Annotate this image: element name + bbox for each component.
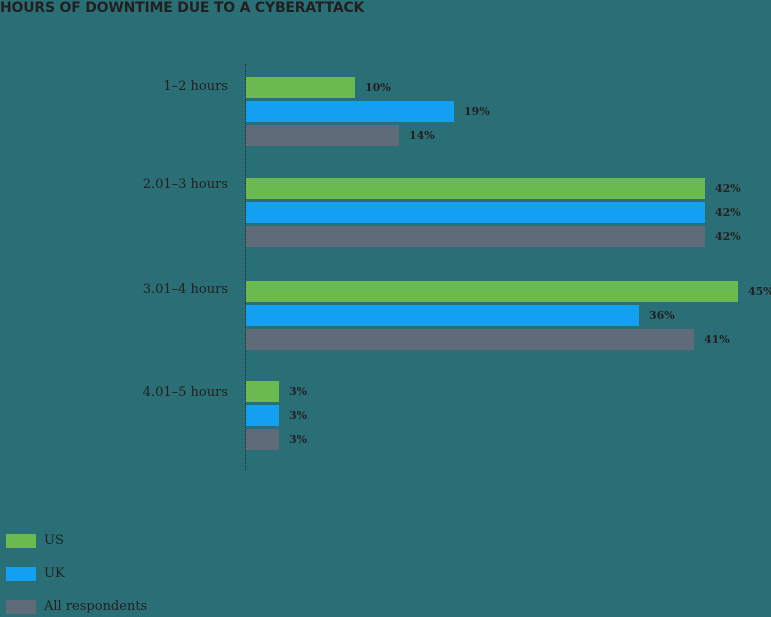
legend-label: US (44, 533, 64, 548)
legend-swatch-all-respondents (6, 600, 36, 614)
bar-value-label: 42% (715, 230, 741, 243)
bar-us (246, 381, 279, 402)
category-label: 1–2 hours (163, 79, 228, 94)
bar-uk (246, 305, 639, 326)
bar-value-label: 3% (289, 409, 308, 422)
bar-value-label: 45% (748, 285, 771, 298)
bar-uk (246, 202, 705, 223)
bar-all-respondents (246, 429, 279, 450)
bar-all-respondents (246, 226, 705, 247)
bar-us (246, 178, 705, 199)
bar-uk (246, 101, 454, 122)
bar-uk (246, 405, 279, 426)
bar-us (246, 281, 738, 302)
chart-title: HOURS OF DOWNTIME DUE TO A CYBERATTACK (0, 0, 365, 16)
bar-value-label: 36% (649, 309, 675, 322)
legend-swatch-us (6, 534, 36, 548)
bar-value-label: 14% (409, 129, 435, 142)
bar-us (246, 77, 355, 98)
category-label: 3.01–4 hours (142, 282, 228, 297)
category-label: 4.01–5 hours (142, 385, 228, 400)
legend-swatch-uk (6, 567, 36, 581)
y-axis-line (245, 64, 246, 470)
bar-value-label: 3% (289, 433, 308, 446)
bar-value-label: 3% (289, 385, 308, 398)
bar-value-label: 42% (715, 182, 741, 195)
legend-label: UK (44, 566, 65, 581)
bar-value-label: 10% (365, 81, 391, 94)
bar-value-label: 41% (704, 333, 730, 346)
bar-all-respondents (246, 125, 399, 146)
bar-value-label: 19% (464, 105, 490, 118)
bar-all-respondents (246, 329, 694, 350)
category-label: 2.01–3 hours (142, 177, 228, 192)
legend-label: All respondents (44, 599, 148, 614)
bar-value-label: 42% (715, 206, 741, 219)
